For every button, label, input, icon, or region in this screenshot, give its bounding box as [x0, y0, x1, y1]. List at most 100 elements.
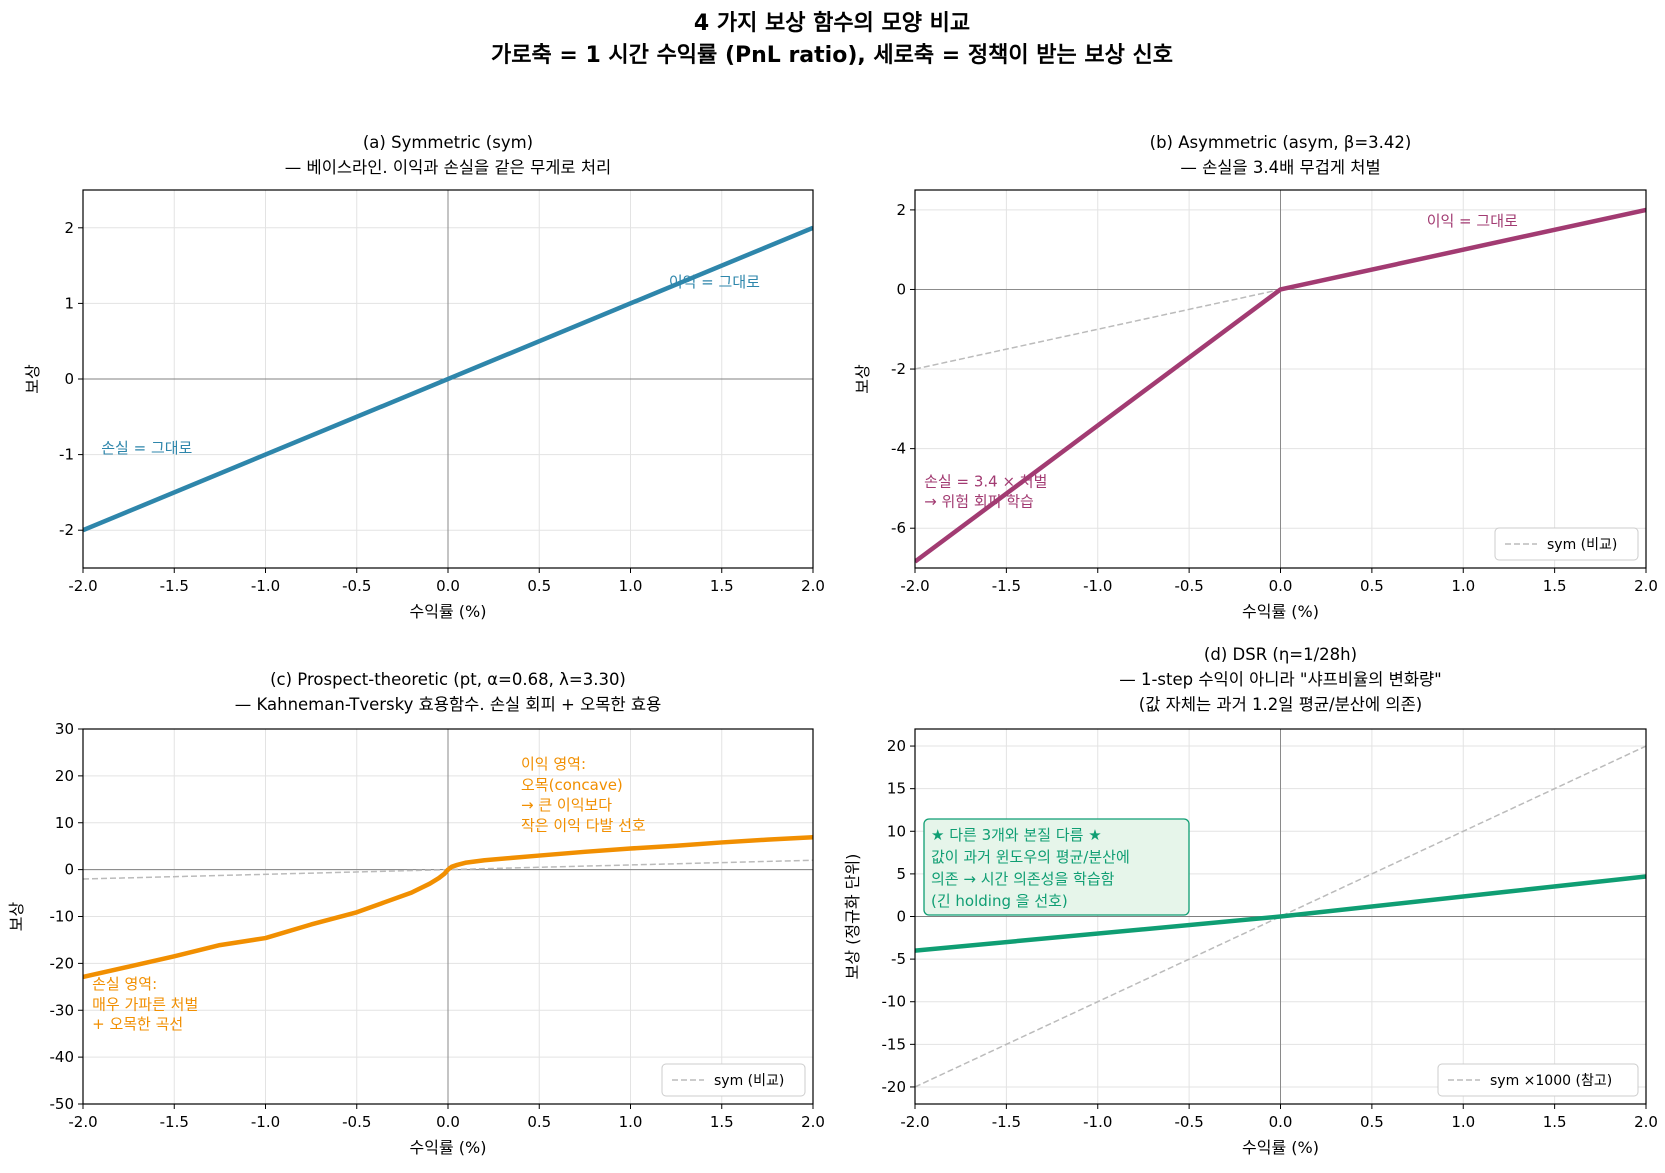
panel-c-xtick-label-6: 1.0 — [619, 1113, 643, 1131]
panel-d-infobox-line-1: 값이 과거 윈도우의 평균/분산에 — [931, 848, 1130, 866]
panel-d-xtick-label-3: -0.5 — [1174, 1113, 1203, 1131]
panel-d-ytick-label-8: 20 — [887, 737, 906, 755]
panel-a-series-0-reward-line — [83, 225, 813, 533]
panel-a-ytick-label-2: 0 — [64, 370, 74, 388]
panel-c-prospect-theoretic: (c) Prospect-theoretic (pt, α=0.68, λ=3.… — [7, 670, 825, 1157]
panel-c-ytick-label-0: -50 — [50, 1095, 75, 1113]
panel-a-xtick-label-1: -1.5 — [160, 577, 189, 595]
panel-d-xtick-label-5: 0.5 — [1360, 1113, 1384, 1131]
panel-c-annotation-4: 손실 영역: — [92, 975, 157, 993]
figure-title-line1: 4 가지 보상 함수의 모양 비교 — [694, 11, 970, 36]
panel-d-infobox-line-3: (긴 holding 을 선호) — [931, 892, 1068, 910]
panel-a-ytick-label-0: -2 — [59, 521, 74, 539]
panel-d-xtick-label-7: 1.5 — [1543, 1113, 1567, 1131]
panel-b-xtick-label-7: 1.5 — [1543, 577, 1567, 595]
panel-b-legend-label: sym (비교) — [1547, 537, 1617, 553]
panel-b-xtick-label-6: 1.0 — [1451, 577, 1475, 595]
panel-a-ytick-label-3: 1 — [64, 294, 74, 312]
panel-c-ytick-label-8: 30 — [55, 720, 74, 738]
panel-c-ylabel: 보상 — [7, 902, 26, 932]
panel-d-xtick-label-8: 2.0 — [1634, 1113, 1658, 1131]
panel-c-xtick-label-7: 1.5 — [710, 1113, 734, 1131]
panel-a-xtick-label-2: -1.0 — [251, 577, 280, 595]
panel-d-infobox-line-0: ★ 다른 3개와 본질 다름 ★ — [931, 826, 1102, 844]
panel-c-annotation-0: 이익 영역: — [521, 755, 586, 773]
panel-a-xtick-label-7: 1.5 — [710, 577, 734, 595]
panel-b-title-line2: — 손실을 3.4배 무겁게 처벌 — [1180, 158, 1380, 177]
panel-a-xtick-label-0: -2.0 — [68, 577, 97, 595]
panel-c-xtick-label-4: 0.0 — [436, 1113, 460, 1131]
panel-b-xtick-label-3: -0.5 — [1174, 577, 1203, 595]
panel-c-ytick-label-7: 20 — [55, 767, 74, 785]
panel-b-xlabel: 수익률 (%) — [1242, 602, 1319, 621]
panel-d-xtick-label-0: -2.0 — [900, 1113, 929, 1131]
panel-a-xtick-label-4: 0.0 — [436, 577, 460, 595]
panel-d-ytick-label-6: 10 — [887, 822, 906, 840]
panel-c-legend-label: sym (비교) — [714, 1073, 784, 1089]
panel-c-xtick-label-0: -2.0 — [68, 1113, 97, 1131]
panel-c-annotation-5: 매우 가파른 처벌 — [92, 995, 198, 1013]
panel-b-annotation-2: → 위험 회피 학습 — [924, 492, 1034, 510]
panel-b-xtick-label-4: 0.0 — [1269, 577, 1293, 595]
panel-a-xtick-label-5: 0.5 — [527, 577, 551, 595]
panel-c-ytick-label-5: 0 — [64, 861, 74, 879]
panel-b-annotation-1: 손실 = 3.4 × 처벌 — [924, 472, 1047, 490]
panel-b-ytick-label-1: -4 — [891, 440, 906, 458]
panel-c-ytick-label-2: -30 — [50, 1001, 75, 1019]
panel-d-ytick-label-7: 15 — [887, 780, 906, 798]
panel-d-infobox — [923, 818, 1190, 916]
panel-d-legend-label: sym ×1000 (참고) — [1490, 1073, 1612, 1089]
figure-title-line2: 가로축 = 1 시간 수익률 (PnL ratio), 세로축 = 정책이 받는… — [491, 43, 1173, 68]
panel-c-legend-box — [661, 1063, 806, 1097]
panel-d-title-line3: (값 자체는 과거 1.2일 평균/분산에 의존) — [1139, 695, 1422, 714]
panel-d-ytick-label-4: 0 — [896, 908, 906, 926]
panel-a-ytick-label-1: -1 — [59, 446, 74, 464]
panel-c-xtick-label-1: -1.5 — [160, 1113, 189, 1131]
panel-d-legend-box — [1437, 1063, 1639, 1097]
panel-a-symmetric: (a) Symmetric (sym) — 베이스라인. 이익과 손실을 같은 무… — [23, 133, 825, 621]
panel-c-ytick-label-4: -10 — [50, 908, 75, 926]
panel-d-xtick-label-1: -1.5 — [992, 1113, 1021, 1131]
panel-b-ytick-label-3: 0 — [896, 280, 906, 298]
panel-c-xtick-label-8: 2.0 — [801, 1113, 825, 1131]
panel-b-ytick-label-0: -6 — [891, 519, 906, 537]
panel-b-asymmetric: (b) Asymmetric (asym, β=3.42) — 손실을 3.4배 … — [853, 133, 1658, 621]
panel-b-title-line1: (b) Asymmetric (asym, β=3.42) — [1150, 133, 1412, 152]
panel-c-series-1-reward-line — [83, 835, 813, 980]
panel-b-series-1-reward-line — [915, 207, 1646, 564]
panel-b-annotation-0: 이익 = 그대로 — [1427, 212, 1518, 230]
panel-c-ytick-label-1: -40 — [50, 1048, 75, 1066]
panel-d-ytick-label-1: -15 — [882, 1035, 907, 1053]
panel-c-annotation-2: → 큰 이익보다 — [521, 796, 612, 814]
panel-a-annotation-1: 손실 = 그대로 — [101, 439, 192, 457]
panel-a-title-line1: (a) Symmetric (sym) — [363, 133, 533, 152]
panel-d-xtick-label-2: -1.0 — [1083, 1113, 1112, 1131]
panel-d-xlabel: 수익률 (%) — [1242, 1138, 1319, 1157]
panel-d-xtick-label-6: 1.0 — [1451, 1113, 1475, 1131]
panel-d-series-1-reward-line — [915, 874, 1646, 953]
panel-b-xtick-label-1: -1.5 — [992, 577, 1021, 595]
panel-d-ytick-label-5: 5 — [896, 865, 906, 883]
panel-b-xtick-label-8: 2.0 — [1634, 577, 1658, 595]
panel-c-xtick-label-2: -1.0 — [251, 1113, 280, 1131]
panel-a-ylabel: 보상 — [23, 364, 42, 394]
panel-c-xtick-label-5: 0.5 — [527, 1113, 551, 1131]
panel-d-dsr: (d) DSR (η=1/28h) — 1-step 수익이 아니라 "샤프비율의… — [843, 645, 1658, 1157]
panel-d-ytick-label-3: -5 — [891, 950, 906, 968]
panel-a-title-line2: — 베이스라인. 이익과 손실을 같은 무게로 처리 — [285, 158, 611, 177]
panel-a-xtick-label-8: 2.0 — [801, 577, 825, 595]
panel-c-title-line2: — Kahneman-Tversky 효용함수. 손실 회피 + 오목한 효용 — [235, 695, 662, 714]
panel-a-annotation-0: 이익 = 그대로 — [669, 273, 760, 291]
panel-c-xlabel: 수익률 (%) — [410, 1138, 487, 1157]
panel-b-ylabel: 보상 — [853, 364, 872, 394]
panel-d-infobox-line-2: 의존 → 시간 의존성을 학습함 — [931, 870, 1115, 888]
panel-c-ytick-label-3: -20 — [50, 954, 75, 972]
panel-b-ytick-label-2: -2 — [891, 360, 906, 378]
panel-c-xtick-label-3: -0.5 — [342, 1113, 371, 1131]
panel-d-xtick-label-4: 0.0 — [1269, 1113, 1293, 1131]
panel-c-annotation-1: 오목(concave) — [521, 776, 623, 794]
panel-b-ytick-label-4: 2 — [896, 201, 906, 219]
panel-d-ytick-label-2: -10 — [882, 993, 907, 1011]
panel-a-ytick-label-4: 2 — [64, 219, 74, 237]
panel-a-xtick-label-6: 1.0 — [619, 577, 643, 595]
